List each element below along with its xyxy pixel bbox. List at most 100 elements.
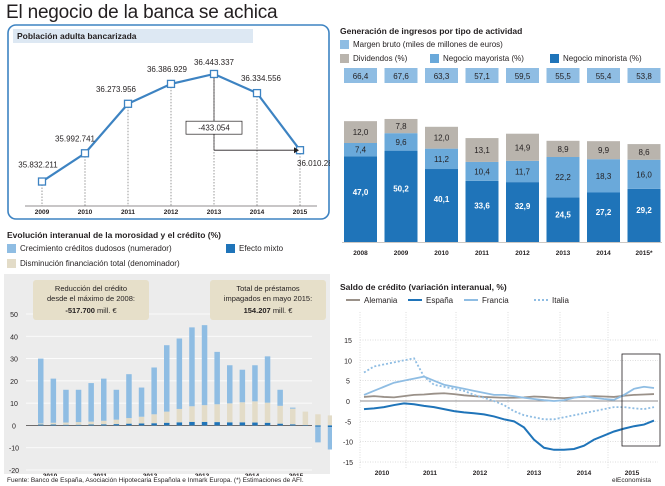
margen-bruto-box — [344, 68, 377, 83]
legend-dudosos: Crecimiento créditos dudosos (numerador) — [7, 244, 172, 253]
poblacion-value-label: 35.992.741 — [55, 134, 96, 143]
morosidad-bar-financiacion — [151, 414, 157, 424]
margen-bruto-box — [506, 68, 539, 83]
saldo-title: Saldo de crédito (variación interanual, … — [340, 282, 507, 292]
legend-swatch-margen — [340, 40, 349, 49]
ingresos-bar-segment — [587, 192, 620, 242]
saldo-legend-label: Francia — [482, 296, 509, 305]
ingresos-bar-label: 18,3 — [596, 172, 612, 181]
saldo-legend-label: Alemania — [364, 296, 398, 305]
box-impagados-value: 154.207 mill. € — [244, 306, 294, 315]
saldo-y-label: -15 — [343, 460, 353, 467]
ingresos-bar-segment — [546, 140, 580, 158]
saldo-series-line — [363, 357, 655, 421]
morosidad-bar-mixto — [50, 424, 57, 426]
ingresos-bar-label: 11,7 — [515, 167, 531, 176]
ingresos-bar-label: 9,9 — [598, 146, 610, 155]
morosidad-x-label: 2012 — [143, 473, 158, 476]
margen-bruto-label: 59,5 — [515, 72, 531, 81]
morosidad-x-label: 2011 — [93, 473, 107, 476]
ingresos-bar-segment — [465, 161, 499, 181]
ingresos-bar-label: 11,2 — [434, 155, 450, 164]
ingresos-panel: Generación de ingresos por tipo de activ… — [338, 24, 663, 278]
footer-credit: elEconomista — [612, 477, 652, 484]
ingresos-bar-segment — [587, 141, 620, 160]
saldo-series-line — [363, 402, 655, 451]
saldo-y-label: -5 — [345, 419, 351, 426]
poblacion-annot-arrowhead — [294, 147, 299, 154]
morosidad-x-label: 2015 — [289, 473, 304, 476]
poblacion-x-label: 2015 — [293, 209, 308, 216]
ingresos-x-label: 2010 — [434, 250, 449, 257]
legend-dividendos: Dividendos (%) — [340, 54, 407, 63]
ingresos-bar-segment — [344, 142, 377, 157]
poblacion-point — [166, 79, 176, 89]
morosidad-y-label: 20 — [10, 379, 18, 386]
poblacion-title-bar — [13, 29, 253, 43]
morosidad-bar-dudosos — [75, 389, 82, 423]
ingresos-bar-segment — [384, 150, 418, 242]
poblacion-x-label: 2011 — [121, 209, 135, 216]
ingresos-bar-label: 13,1 — [474, 146, 490, 155]
ingresos-bar-segment — [465, 180, 499, 242]
legend-label-mixto: Efecto mixto — [239, 244, 284, 253]
legend-label-financiacion: Disminución financiación total (denomina… — [20, 259, 180, 268]
poblacion-value-label: 36.334.556 — [241, 74, 282, 83]
saldo-legend-label: Italia — [552, 296, 569, 305]
legend-margen-bruto: Margen bruto (miles de millones de euros… — [340, 40, 503, 49]
morosidad-bar-dudosos — [327, 427, 332, 450]
morosidad-bar-financiacion — [214, 404, 220, 423]
morosidad-bar-financiacion — [38, 423, 44, 425]
morosidad-y-label: -10 — [9, 446, 19, 453]
poblacion-value-label: 36.010.283 — [297, 159, 330, 168]
saldo-y-label: 5 — [346, 379, 350, 386]
saldo-chart: Alemania España Francia Italia 15 10 5 0 -5 -10 -… — [343, 296, 661, 476]
morosidad-bar-financiacion — [50, 422, 57, 425]
morosidad-bar-mixto — [252, 422, 258, 426]
saldo-panel: Saldo de crédito (variación interanual, … — [338, 282, 663, 476]
morosidad-bar-mixto — [327, 425, 332, 428]
morosidad-bar-financiacion — [113, 419, 120, 425]
box-impagados-line2: impagados en mayo 2015: — [224, 294, 312, 303]
morosidad-bar-financiacion — [88, 421, 94, 425]
ingresos-bar-label: 32,9 — [515, 202, 531, 211]
ingresos-bar-label: 27,2 — [596, 208, 612, 217]
morosidad-bar-dudosos — [38, 358, 44, 424]
morosidad-bar-mixto — [214, 422, 220, 426]
morosidad-bar-dudosos — [227, 365, 233, 404]
morosidad-bar-financiacion — [164, 411, 170, 423]
box-impagados-line1: Total de préstamos — [236, 284, 300, 293]
ingresos-bar-segment — [627, 144, 661, 160]
morosidad-x-label: 2010 — [43, 473, 58, 476]
morosidad-bar-mixto — [176, 422, 183, 426]
morosidad-bar-mixto — [101, 424, 107, 426]
morosidad-bar-dudosos — [138, 387, 145, 417]
ingresos-bar-label: 7,4 — [355, 146, 367, 155]
box-reduccion-line1: Reducción del crédito — [55, 284, 127, 293]
poblacion-value-label: 36.443.337 — [194, 58, 235, 67]
ingresos-title: Generación de ingresos por tipo de activ… — [340, 26, 523, 36]
margen-bruto-label: 63,3 — [434, 72, 450, 81]
morosidad-y-label: 50 — [10, 312, 18, 319]
ingresos-bar-label: 9,6 — [395, 138, 407, 147]
morosidad-bar-dudosos — [252, 365, 258, 402]
morosidad-bar-financiacion — [75, 422, 82, 425]
legend-mayorista: Negocio mayorista (%) — [430, 54, 524, 63]
margen-bruto-box — [587, 68, 620, 83]
morosidad-bar-mixto — [201, 421, 208, 426]
ingresos-bar-label: 8,6 — [638, 148, 650, 157]
legend-label-dividendos: Dividendos (%) — [353, 54, 408, 63]
morosidad-bar-dudosos — [264, 356, 271, 403]
poblacion-x-label: 2013 — [207, 209, 222, 216]
morosidad-bar-dudosos — [315, 426, 321, 443]
ingresos-bar-label: 47,0 — [353, 188, 369, 197]
poblacion-chart: Población adulta bancarizada 2009 2010 201… — [7, 24, 338, 220]
morosidad-bar-financiacion — [290, 408, 296, 425]
poblacion-title: Población adulta bancarizada — [17, 31, 137, 41]
morosidad-bar-dudosos — [201, 325, 208, 406]
margen-bruto-label: 66,4 — [353, 72, 369, 81]
ingresos-bar-label: 16,0 — [636, 170, 652, 179]
legend-swatch-mixto — [226, 244, 235, 253]
ingresos-bar-label: 12,0 — [434, 134, 450, 143]
